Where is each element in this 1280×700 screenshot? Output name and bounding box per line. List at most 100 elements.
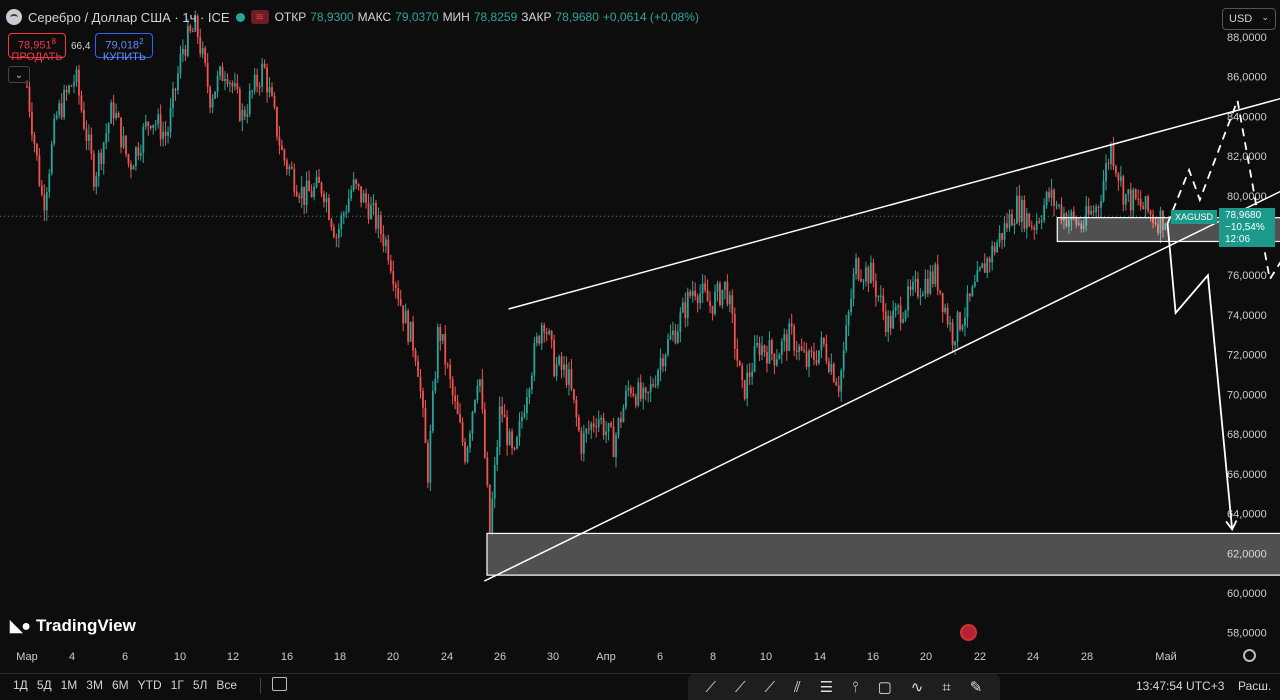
tradingview-logo[interactable]: ◣● TradingView xyxy=(10,616,136,635)
candle-body xyxy=(580,430,583,454)
elliott-wave-icon[interactable]: ⌗ xyxy=(942,678,951,696)
x-tick-label: 4 xyxy=(69,651,75,663)
range-all[interactable]: Все xyxy=(216,678,238,692)
candle-body xyxy=(308,180,311,192)
candle-body xyxy=(743,380,746,399)
parallel-channel-icon[interactable]: ⫽ xyxy=(793,678,801,696)
candle-body xyxy=(654,384,657,386)
candle-body xyxy=(194,15,197,32)
gear-icon[interactable] xyxy=(1243,649,1256,662)
candle-body xyxy=(38,155,41,186)
pattern-icon[interactable]: ∿ xyxy=(910,679,924,696)
candle-body xyxy=(706,290,709,302)
projection-arrow-head xyxy=(1225,520,1238,532)
extended-line-icon[interactable]: ⟋ xyxy=(764,678,775,696)
candle-body xyxy=(315,176,318,187)
candle-body xyxy=(652,384,655,386)
candle-body xyxy=(617,418,620,436)
candle-body xyxy=(1040,220,1043,222)
candle-body xyxy=(1055,205,1058,207)
candle-body xyxy=(597,419,600,428)
currency-select[interactable]: USD ⌄ xyxy=(1222,8,1276,30)
candle-body xyxy=(85,128,88,141)
silver-symbol-icon xyxy=(6,9,22,25)
candle-body xyxy=(771,340,773,354)
candle-body xyxy=(845,325,848,351)
candle-body xyxy=(362,193,365,203)
candle-body xyxy=(790,323,793,327)
candle-body xyxy=(563,364,565,370)
candle-body xyxy=(921,294,924,296)
range-6m[interactable]: 6М xyxy=(111,678,129,692)
brush-icon[interactable]: ✎ xyxy=(969,679,983,696)
ray-icon[interactable]: ⟋ xyxy=(734,678,746,696)
candle-body xyxy=(1107,163,1110,165)
candle-body xyxy=(704,283,706,291)
candle-body xyxy=(1129,189,1132,211)
range-5d[interactable]: 5Д xyxy=(36,678,52,692)
candle-body xyxy=(1043,205,1046,221)
candle-body xyxy=(884,311,887,333)
candle-body xyxy=(431,390,434,431)
candle-body xyxy=(852,274,855,299)
rectangle-icon[interactable]: ▢ xyxy=(877,679,892,696)
clock[interactable]: 13:47:54 UTC+3 xyxy=(1136,679,1225,693)
candle-body xyxy=(870,262,872,284)
candle-body xyxy=(478,379,481,386)
sell-button[interactable]: 78,9518 ПРОДАТЬ xyxy=(8,33,66,62)
candle-body xyxy=(528,389,531,398)
calendar-icon[interactable] xyxy=(272,677,287,691)
candle-body xyxy=(1139,198,1142,207)
range-5y[interactable]: 5Л xyxy=(192,678,208,692)
candle-body xyxy=(753,345,756,372)
candle-body xyxy=(1154,222,1157,224)
candle-body xyxy=(122,135,125,148)
candle-body xyxy=(137,147,140,156)
chevron-down-icon[interactable]: ⌄ xyxy=(8,66,30,83)
candle-body xyxy=(696,296,699,303)
candle-body xyxy=(1038,221,1041,223)
x-tick-label: 20 xyxy=(920,651,932,663)
candle-body xyxy=(78,69,80,96)
candle-body xyxy=(904,310,907,319)
candle-body xyxy=(283,149,286,161)
candle-body xyxy=(379,215,382,234)
x-tick-label: 26 xyxy=(494,651,506,663)
us-flag-icon[interactable] xyxy=(960,624,977,641)
candle-body xyxy=(548,330,551,334)
settings-button[interactable]: Расш. xyxy=(1238,679,1272,693)
candle-body xyxy=(1025,213,1028,229)
candle-body xyxy=(68,85,70,93)
candle-body xyxy=(778,354,781,360)
candle-body xyxy=(281,145,283,150)
candle-body xyxy=(1070,211,1073,221)
candle-body xyxy=(629,387,632,394)
range-1d[interactable]: 1Д xyxy=(13,678,28,692)
candle-body xyxy=(288,166,291,170)
candle-body xyxy=(345,211,348,214)
fib-retracement-icon[interactable]: ☰ xyxy=(819,679,834,696)
range-1y[interactable]: 1Г xyxy=(170,678,184,692)
candle-body xyxy=(229,82,231,85)
chevron-down-icon: ⌄ xyxy=(1261,12,1269,22)
candle-body xyxy=(256,74,259,87)
symbol-title[interactable]: Серебро / Доллар США · 1ч · ICE xyxy=(28,9,230,25)
range-1m[interactable]: 1М xyxy=(60,678,78,692)
trend-line-icon[interactable]: ⟋ xyxy=(705,678,716,696)
range-ytd[interactable]: YTD xyxy=(137,678,162,692)
candle-body xyxy=(246,114,249,117)
range-3m[interactable]: 3М xyxy=(86,678,103,692)
candle-body xyxy=(493,464,496,499)
pitchfork-icon[interactable]: ⫯ xyxy=(852,678,859,696)
y-tick-label: 68,0000 xyxy=(1227,429,1267,441)
candle-body xyxy=(360,186,362,203)
buy-button[interactable]: 79,0182 КУПИТЬ xyxy=(95,33,154,62)
candle-body xyxy=(139,152,142,156)
candle-body xyxy=(1020,199,1023,223)
x-tick-label: 18 xyxy=(334,651,346,663)
candle-body xyxy=(233,83,236,87)
candle-body xyxy=(446,364,449,366)
candle-body xyxy=(689,291,692,296)
candle-body xyxy=(627,387,630,391)
